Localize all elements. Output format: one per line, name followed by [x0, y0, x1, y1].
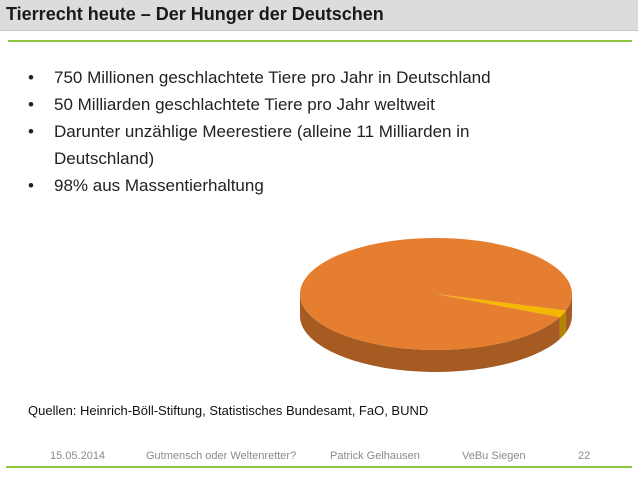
bullet-item: • Darunter unzählige Meerestiere (alleine… — [18, 118, 524, 172]
bullet-icon: • — [28, 95, 34, 114]
title-bar: Tierrecht heute – Der Hunger der Deutsch… — [0, 0, 638, 31]
footer-author: Patrick Gelhausen — [330, 450, 420, 462]
slide-title: Tierrecht heute – Der Hunger der Deutsch… — [6, 4, 384, 24]
bullet-item: • 750 Millionen geschlachtete Tiere pro J… — [18, 64, 618, 91]
bullet-text: 50 Milliarden geschlachtete Tiere pro Ja… — [54, 95, 435, 114]
pie-slice — [436, 294, 566, 318]
footer-venue: VeBu Siegen — [462, 450, 526, 462]
pie-slice — [299, 238, 572, 351]
bullet-icon: • — [28, 122, 34, 141]
pie-chart — [299, 238, 572, 372]
accent-divider — [8, 40, 632, 42]
bullet-text: 750 Millionen geschlachtete Tiere pro Ja… — [54, 68, 491, 87]
bullet-list: • 750 Millionen geschlachtete Tiere pro J… — [18, 64, 618, 199]
bullet-text: Darunter unzählige Meerestiere (alleine … — [54, 122, 470, 168]
bullet-icon: • — [28, 176, 34, 195]
sources-note: Quellen: Heinrich-Böll-Stiftung, Statist… — [28, 403, 429, 418]
footer-page-number: 22 — [578, 450, 591, 462]
pie-slice-side — [565, 294, 572, 333]
footer: 15.05.2014 Gutmensch oder Weltenretter? … — [0, 446, 638, 468]
footer-date: 15.05.2014 — [50, 450, 106, 462]
bullet-icon: • — [28, 68, 34, 87]
pie-slice-side — [300, 294, 560, 372]
bullet-text: 98% aus Massentierhaltung — [54, 176, 264, 195]
bullet-item: • 98% aus Massentierhaltung — [18, 172, 618, 199]
pie-slice-side — [559, 310, 566, 340]
footer-accent-line — [6, 466, 632, 468]
bullet-item: • 50 Milliarden geschlachtete Tiere pro J… — [18, 91, 618, 118]
footer-talk-title: Gutmensch oder Weltenretter? — [146, 450, 297, 462]
